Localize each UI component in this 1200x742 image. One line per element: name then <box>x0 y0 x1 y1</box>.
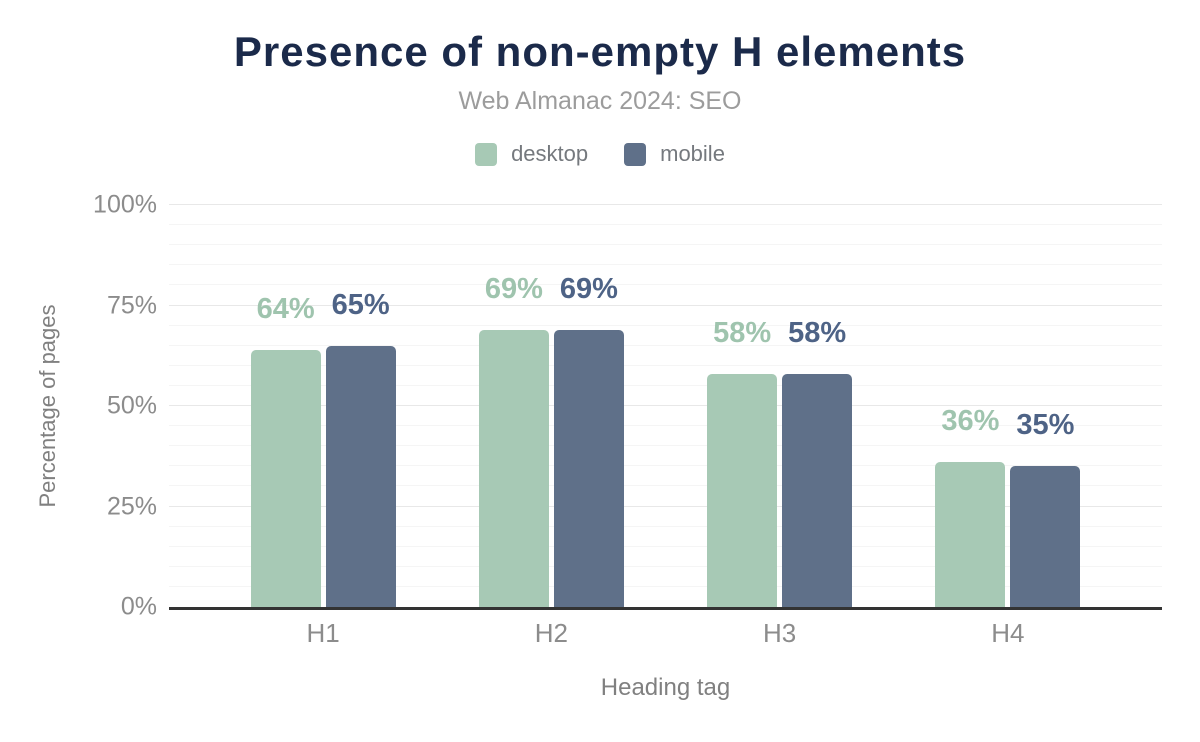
bar-group-h2: 69% 69% <box>437 205 665 607</box>
bar-mobile-h3: 58% <box>782 318 853 607</box>
bar-mobile-h1: 65% <box>325 290 396 607</box>
bar-desktop-h1: 64% <box>250 294 321 607</box>
x-axis-ticks: H1 H2 H3 H4 <box>209 618 1122 649</box>
bar-group-h4: 36% 35% <box>894 205 1122 607</box>
bar-desktop-h3: 58% <box>707 318 778 607</box>
bar-mobile-h2: 69% <box>553 274 624 607</box>
bar-value-label: 69% <box>484 272 543 305</box>
legend-swatch-icon <box>475 142 498 166</box>
bar-value-label: 35% <box>1016 409 1075 442</box>
y-tick-label: 100% <box>93 190 157 219</box>
x-tick-h4: H4 <box>991 618 1025 648</box>
bar-value-label: 64% <box>256 292 315 325</box>
y-tick-label: 0% <box>120 592 157 621</box>
legend: desktop mobile <box>0 141 1200 167</box>
chart-title: Presence of non-empty H elements <box>233 28 967 75</box>
plot-area: 64% 65% 69% 69% 58% 58% 36% 35% <box>169 204 1162 610</box>
bar-value-label: 69% <box>559 272 618 305</box>
legend-item-desktop: desktop <box>475 141 588 167</box>
bar-value-label: 58% <box>713 316 772 349</box>
legend-label: mobile <box>660 141 725 166</box>
bar-mobile-h4: 35% <box>1010 411 1081 607</box>
bar-value-label: 58% <box>788 316 847 349</box>
x-tick-h2: H2 <box>534 618 568 648</box>
y-axis-ticks: 0% 25% 50% 75% 100% <box>0 192 157 619</box>
legend-label: desktop <box>511 141 589 166</box>
bars-container: 64% 65% 69% 69% 58% 58% 36% 35% <box>209 205 1122 607</box>
x-tick-h1: H1 <box>306 618 340 648</box>
bar-value-label: 65% <box>331 288 390 321</box>
y-tick-label: 75% <box>106 291 157 319</box>
legend-swatch-icon <box>624 142 647 166</box>
y-tick-label: 25% <box>106 492 157 520</box>
x-tick-h3: H3 <box>763 618 797 648</box>
legend-item-mobile: mobile <box>624 141 725 167</box>
bar-desktop-h2: 69% <box>478 274 549 607</box>
bar-value-label: 36% <box>941 405 1000 438</box>
y-tick-label: 50% <box>106 391 157 420</box>
bar-group-h1: 64% 65% <box>209 205 437 607</box>
bar-group-h3: 58% 58% <box>666 205 894 607</box>
bar-desktop-h4: 36% <box>935 407 1006 607</box>
x-axis-title: Heading tag <box>600 674 731 701</box>
chart-subtitle: Web Almanac 2024: SEO <box>458 87 742 115</box>
